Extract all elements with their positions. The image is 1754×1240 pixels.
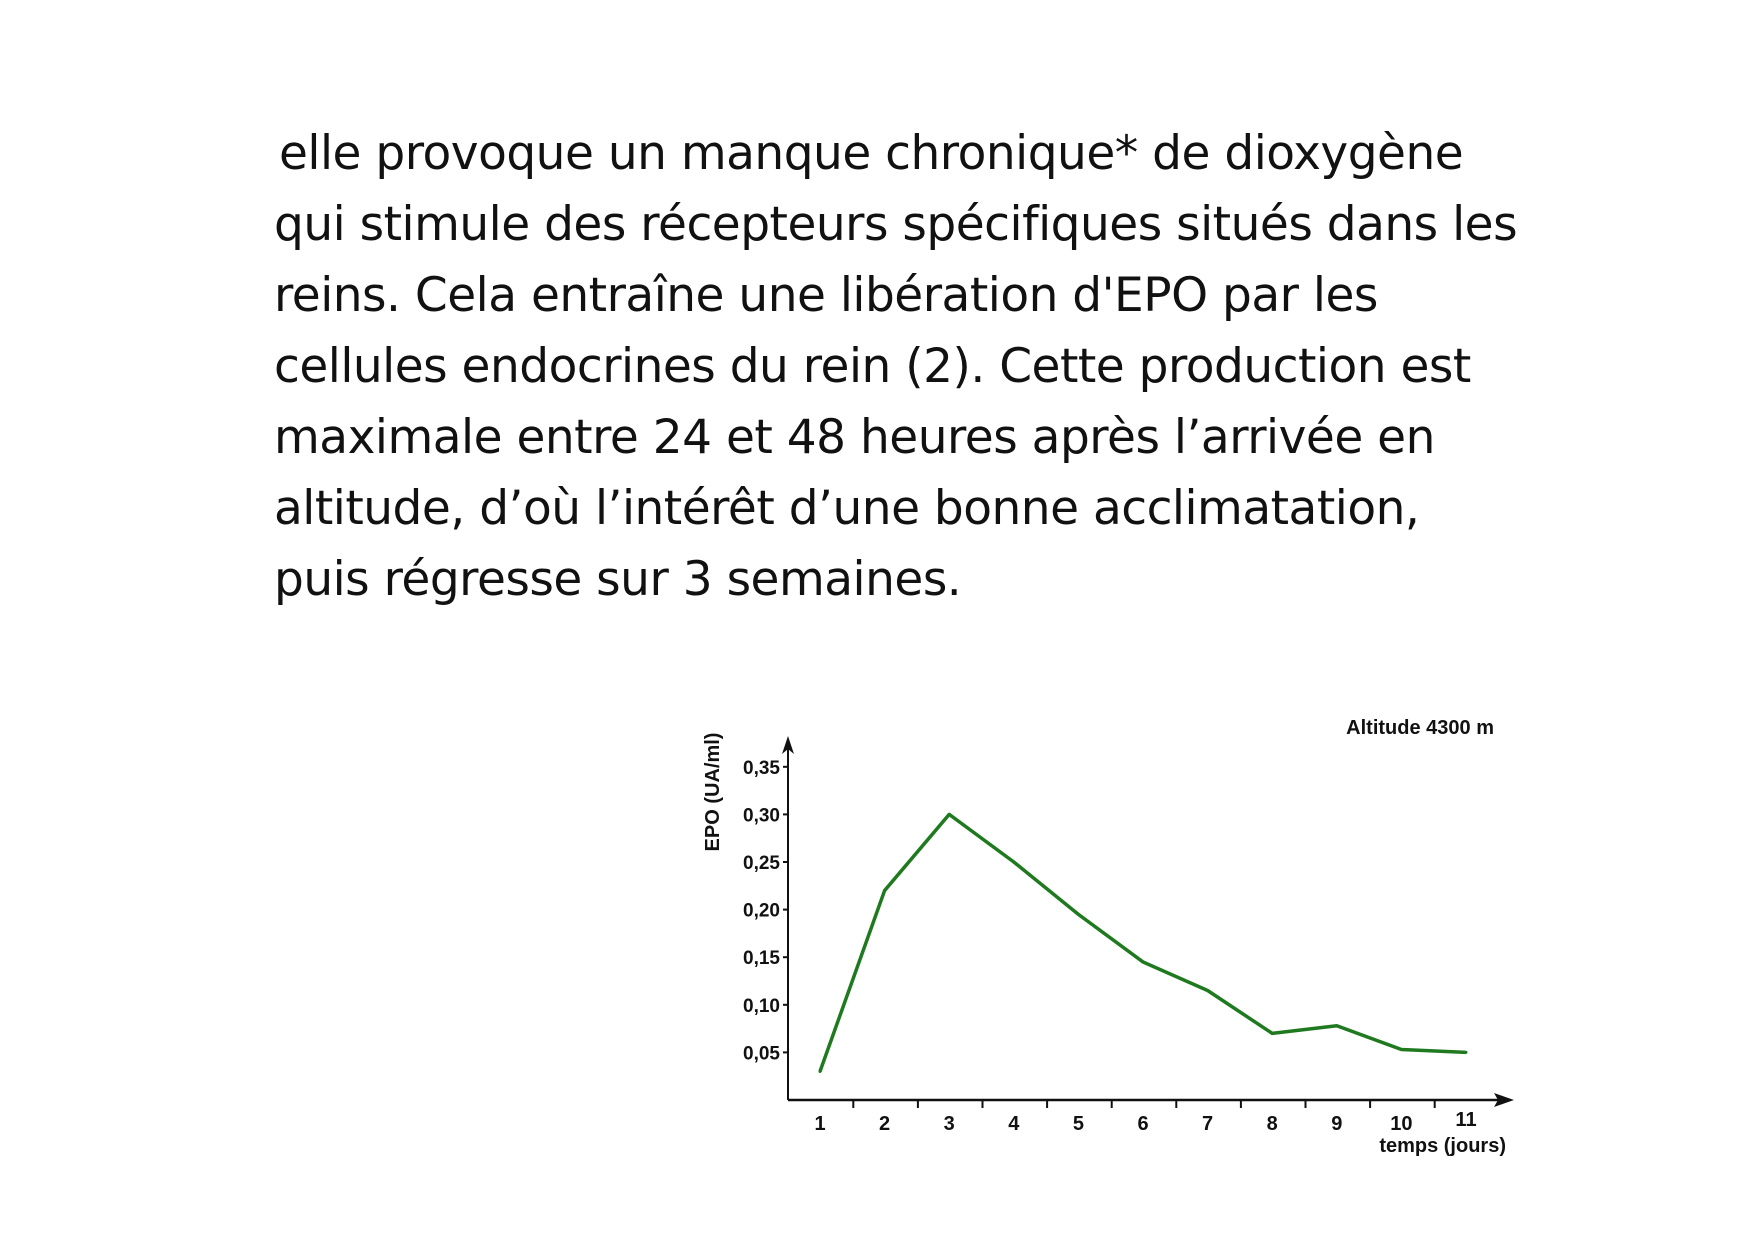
paragraph: elle provoque un manque chronique* de di… bbox=[274, 118, 1594, 615]
x-tick-label: 4 bbox=[1008, 1113, 1020, 1135]
paragraph-line: elle provoque un manque chronique* de di… bbox=[279, 126, 1464, 181]
paragraph-line: altitude, d’où l’intérêt d’une bonne acc… bbox=[274, 481, 1420, 536]
x-tick-label: 1 bbox=[814, 1113, 825, 1135]
y-tick-label: 0,15 bbox=[743, 948, 780, 969]
x-tick-label: 2 bbox=[879, 1113, 890, 1135]
x-tick-label: 3 bbox=[944, 1113, 955, 1135]
data-point bbox=[818, 1069, 822, 1073]
data-point bbox=[1399, 1048, 1403, 1052]
paragraph-line: qui stimule des récepteurs spécifiques s… bbox=[274, 197, 1518, 252]
x-tick-label: 5 bbox=[1073, 1113, 1084, 1135]
y-axis-label: EPO (UA/ml) bbox=[702, 733, 724, 852]
x-tick-label: 6 bbox=[1137, 1113, 1148, 1135]
x-tick-label: 11 bbox=[1455, 1109, 1476, 1131]
epo-line bbox=[818, 812, 1467, 1073]
y-tick-label: 0,05 bbox=[743, 1043, 780, 1064]
paragraph-line: reins. Cela entraîne une libération d'EP… bbox=[274, 268, 1378, 323]
data-point bbox=[1141, 960, 1145, 964]
paragraph-line: puis régresse sur 3 semaines. bbox=[274, 552, 962, 607]
data-point bbox=[1270, 1031, 1274, 1035]
data-point bbox=[1464, 1050, 1468, 1054]
data-point bbox=[1335, 1024, 1339, 1028]
x-axis-label: temps (jours) bbox=[1379, 1135, 1506, 1157]
y-axis-arrow-icon bbox=[782, 736, 794, 754]
y-tick-label: 0,35 bbox=[743, 758, 780, 779]
y-tick-label: 0,25 bbox=[743, 853, 780, 874]
paragraph-line: cellules endocrines du rein (2). Cette p… bbox=[274, 339, 1471, 394]
y-tick-label: 0,30 bbox=[743, 805, 780, 826]
x-tick-label: 9 bbox=[1331, 1113, 1342, 1135]
y-tick-label: 0,20 bbox=[743, 901, 780, 922]
data-point bbox=[1012, 860, 1016, 864]
data-point bbox=[883, 889, 887, 893]
data-point bbox=[1076, 912, 1080, 916]
x-tick-label: 7 bbox=[1202, 1113, 1213, 1135]
x-tick-label: 10 bbox=[1390, 1113, 1412, 1135]
paragraph-line: maximale entre 24 et 48 heures après l’a… bbox=[274, 410, 1435, 465]
chart-title: Altitude 4300 m bbox=[1346, 717, 1494, 739]
data-point bbox=[1206, 989, 1210, 993]
y-tick-label: 0,10 bbox=[743, 996, 780, 1017]
x-axis-arrow-icon bbox=[1494, 1093, 1514, 1107]
data-point bbox=[947, 812, 951, 816]
x-tick-label: 8 bbox=[1267, 1113, 1278, 1135]
